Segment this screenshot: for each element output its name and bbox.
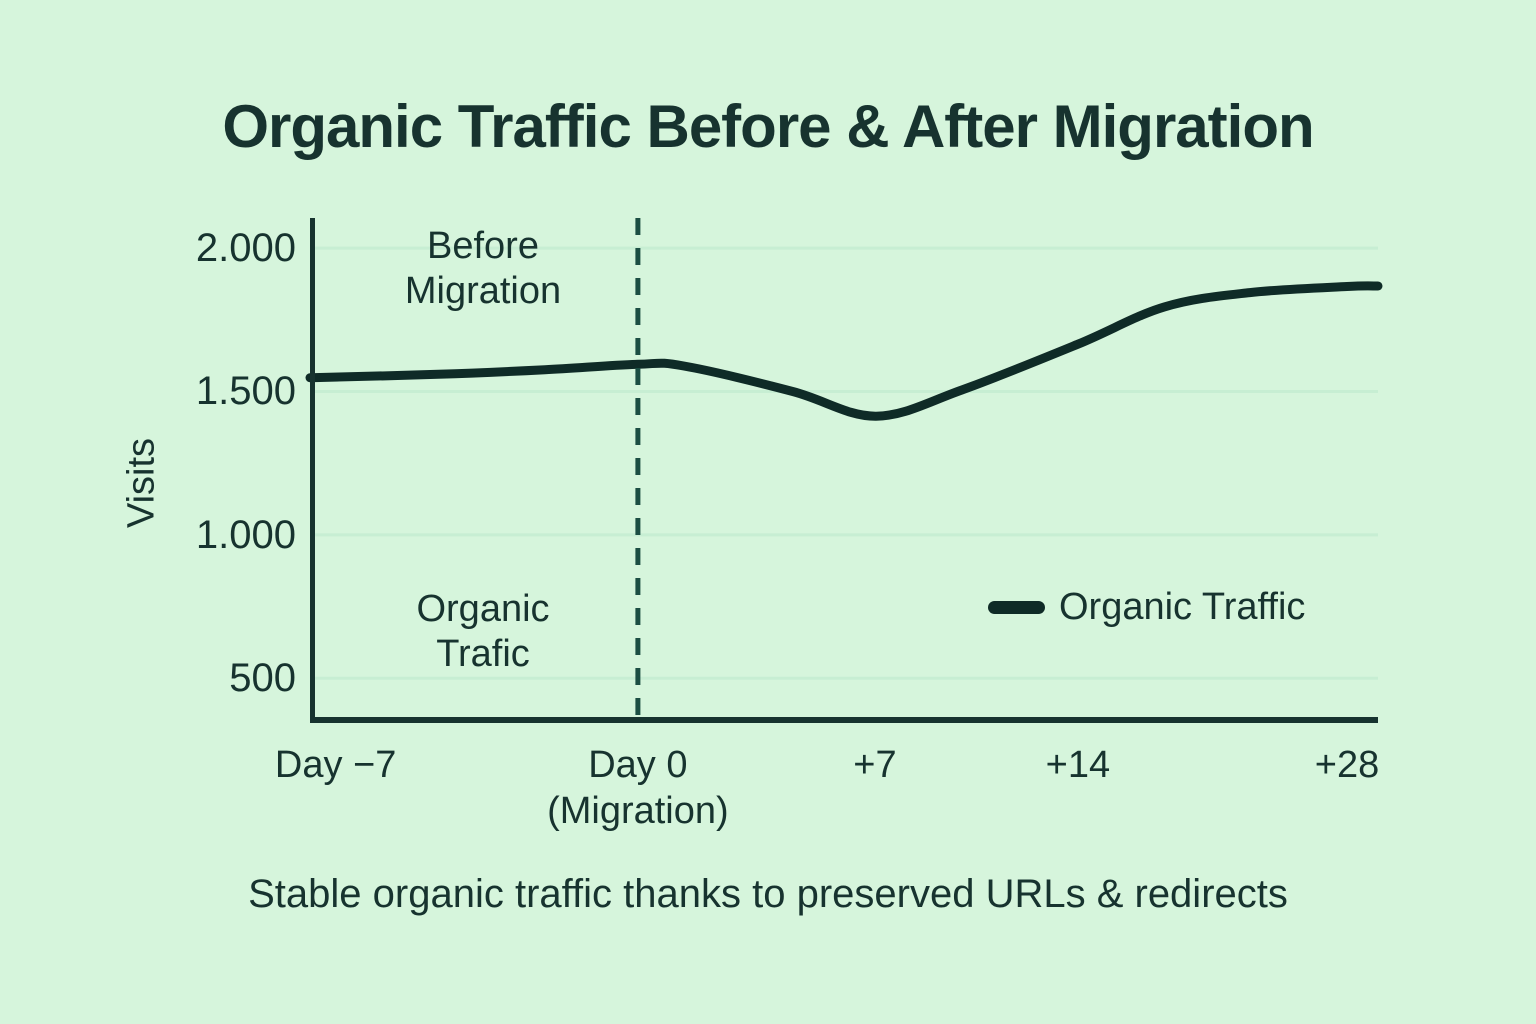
x-tick-label: +14 (1045, 744, 1111, 786)
y-tick-label: 500 (229, 656, 296, 701)
line-swatch-icon (988, 600, 1045, 614)
y-tick-label: 1.000 (195, 512, 296, 557)
legend-label: Organic Traffic (1059, 585, 1306, 628)
chart-title: Organic Traffic Before & After Migration (222, 93, 1314, 160)
x-tick-label: Day 0 (Migration) (547, 744, 729, 832)
y-tick-label: 1.500 (195, 369, 296, 414)
y-tick-label: 2.000 (195, 226, 296, 271)
caption: Stable organic traffic thanks to preserv… (248, 872, 1288, 916)
annotation-before-migration: Before Migration (404, 225, 562, 312)
organic-traffic-line (305, 281, 1383, 421)
legend: Organic Traffic (988, 586, 1305, 628)
x-tick-label: +28 (1314, 744, 1380, 786)
annotation-organic-trafic: Organic Trafic (416, 588, 550, 675)
line-chart-plot (305, 218, 1383, 723)
x-tick-label: Day −7 (274, 744, 397, 786)
x-tick-label: +7 (853, 744, 897, 786)
